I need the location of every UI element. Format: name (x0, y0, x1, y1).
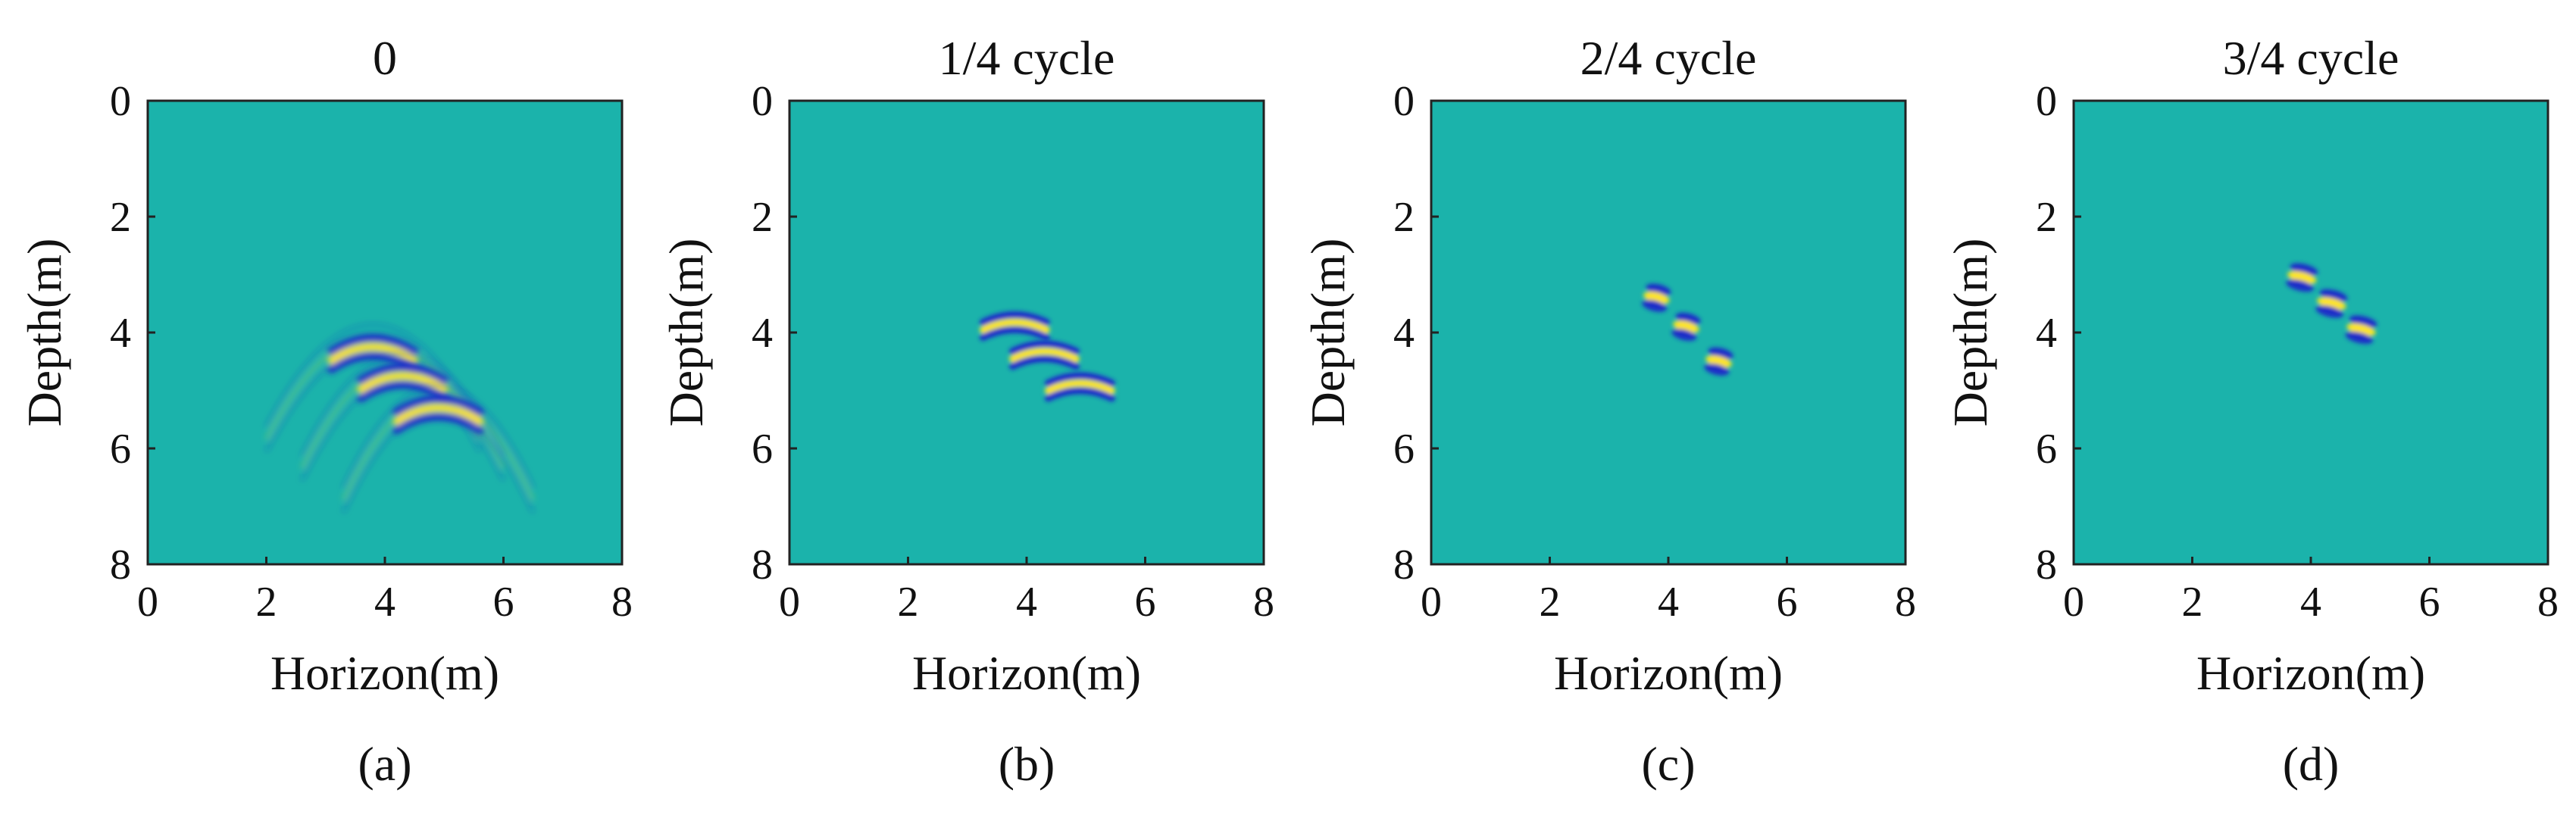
plot-background (1431, 101, 1905, 564)
wavelet-3 (1044, 372, 1115, 402)
y-axis-label: Depth(m) (659, 239, 713, 427)
x-tick-label: 0 (779, 579, 800, 626)
wavelet-2 (2315, 289, 2348, 318)
wavelet-2 (1671, 312, 1701, 341)
x-tick-label: 4 (1658, 579, 1679, 626)
x-axis-label: Horizon(m) (1554, 646, 1783, 700)
panel-caption: (c) (1641, 737, 1695, 791)
y-tick-label: 6 (752, 426, 773, 473)
y-tick-label: 8 (752, 542, 773, 589)
x-tick-label: 8 (611, 579, 633, 626)
x-tick-label: 6 (493, 579, 514, 626)
wavelet-1 (979, 311, 1050, 342)
heatmap-marks (1642, 283, 1733, 376)
panel-title: 2/4 cycle (1580, 31, 1757, 85)
panel-caption: (b) (999, 737, 1055, 791)
x-tick-label: 2 (1540, 579, 1561, 626)
plot-background (148, 101, 622, 564)
x-tick-label: 2 (898, 579, 919, 626)
y-tick-label: 0 (752, 78, 773, 125)
panel-title: 1/4 cycle (939, 31, 1115, 85)
x-tick-label: 0 (2063, 579, 2084, 626)
x-tick-label: 4 (1016, 579, 1037, 626)
panel-caption: (d) (2283, 737, 2340, 791)
panel-title: 3/4 cycle (2223, 31, 2399, 85)
x-tick-label: 2 (256, 579, 277, 626)
y-axis-label: Depth(m) (1301, 239, 1355, 427)
y-tick-label: 8 (110, 542, 131, 589)
x-axis-label: Horizon(m) (912, 646, 1141, 700)
y-tick-label: 2 (1393, 194, 1415, 241)
heatmap-marks (2286, 263, 2377, 345)
x-axis-label: Horizon(m) (270, 646, 499, 700)
x-tick-label: 8 (2537, 579, 2559, 626)
x-axis-label: Horizon(m) (2196, 646, 2425, 700)
y-tick-label: 8 (1393, 542, 1415, 589)
wavelet-2 (1008, 340, 1080, 370)
wavelet-3 (1704, 347, 1733, 376)
y-tick-label: 4 (1393, 310, 1415, 357)
y-tick-label: 2 (110, 194, 131, 241)
x-tick-label: 0 (1421, 579, 1442, 626)
x-tick-label: 6 (2419, 579, 2440, 626)
y-tick-label: 6 (2036, 426, 2057, 473)
panel-caption: (a) (358, 737, 411, 791)
y-tick-label: 8 (2036, 542, 2057, 589)
y-tick-label: 6 (110, 426, 131, 473)
y-tick-label: 6 (1393, 426, 1415, 473)
y-tick-label: 0 (1393, 78, 1415, 125)
y-tick-label: 2 (2036, 194, 2057, 241)
x-tick-label: 4 (2300, 579, 2321, 626)
x-tick-label: 0 (137, 579, 158, 626)
y-tick-label: 0 (2036, 78, 2057, 125)
y-tick-label: 4 (2036, 310, 2057, 357)
y-tick-label: 4 (110, 310, 131, 357)
y-axis-label: Depth(m) (17, 239, 71, 427)
x-tick-label: 6 (1135, 579, 1156, 626)
x-tick-label: 6 (1777, 579, 1798, 626)
plot-background (2074, 101, 2548, 564)
x-tick-label: 2 (2182, 579, 2203, 626)
panel-title: 0 (373, 31, 397, 85)
x-tick-label: 4 (374, 579, 395, 626)
x-tick-label: 8 (1253, 579, 1274, 626)
x-tick-label: 8 (1895, 579, 1916, 626)
y-tick-label: 4 (752, 310, 773, 357)
wavelet-1 (2286, 263, 2318, 292)
wavelet-3 (342, 384, 535, 514)
y-axis-label: Depth(m) (1943, 239, 1997, 427)
heatmap-marks (264, 323, 535, 514)
wavelet-3 (2345, 315, 2377, 345)
wavelet-1 (1642, 283, 1671, 312)
y-tick-label: 0 (110, 78, 131, 125)
heatmap-marks (979, 311, 1115, 402)
y-tick-label: 2 (752, 194, 773, 241)
